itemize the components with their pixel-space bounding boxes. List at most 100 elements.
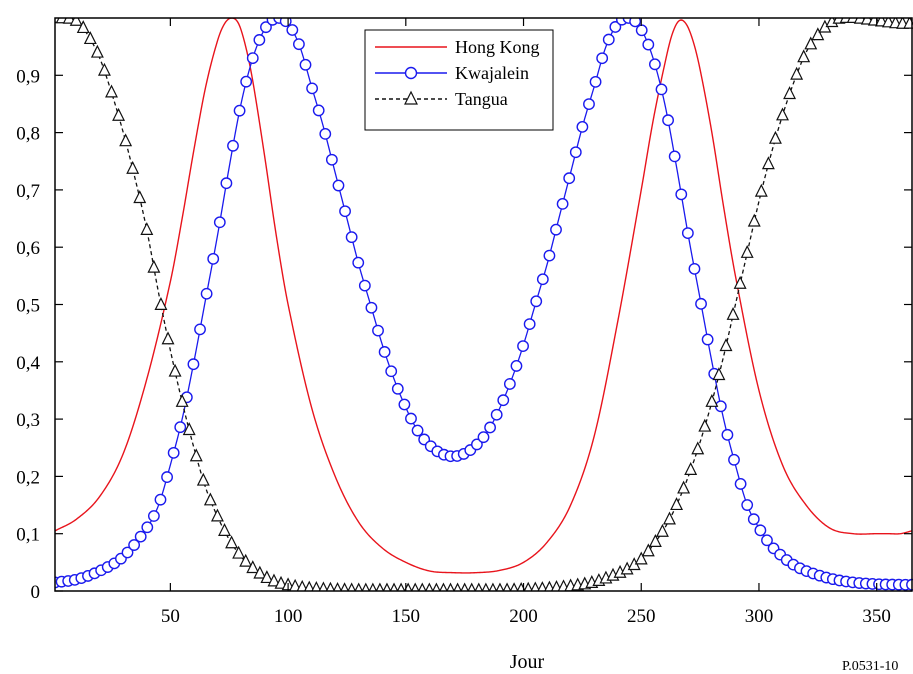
data-point xyxy=(121,546,134,559)
data-point xyxy=(536,273,549,286)
legend-label: Tangua xyxy=(455,89,508,109)
data-point xyxy=(97,62,111,76)
data-point xyxy=(354,582,363,591)
legend-item: Tangua xyxy=(375,89,508,109)
data-point xyxy=(154,297,168,310)
y-tick-label: 0,4 xyxy=(16,353,40,374)
data-point xyxy=(299,58,312,71)
data-point xyxy=(389,582,399,591)
data-point xyxy=(306,82,318,95)
data-point xyxy=(361,582,371,591)
data-point xyxy=(596,52,609,65)
data-point xyxy=(726,306,740,320)
data-point xyxy=(410,582,420,591)
series-line xyxy=(55,18,913,574)
data-point xyxy=(333,581,343,591)
legend-item: Hong Kong xyxy=(375,37,540,57)
data-point xyxy=(488,582,498,591)
data-point xyxy=(649,58,661,71)
data-point xyxy=(642,38,655,51)
data-point xyxy=(712,367,726,381)
data-point xyxy=(83,31,97,45)
data-point xyxy=(325,153,338,166)
data-point xyxy=(189,448,203,462)
data-point xyxy=(325,581,336,591)
series-tangua xyxy=(55,18,913,591)
y-tick-label: 0,3 xyxy=(16,410,40,431)
data-point xyxy=(368,582,378,591)
data-point xyxy=(641,543,655,557)
data-point xyxy=(509,582,519,591)
y-tick-label: 0,2 xyxy=(16,467,40,488)
data-point xyxy=(126,160,140,174)
data-point xyxy=(210,508,224,522)
data-point xyxy=(490,408,503,421)
x-axis-title: Jour xyxy=(510,651,545,673)
x-tick-label: 250 xyxy=(627,606,656,627)
data-point xyxy=(141,521,154,534)
data-point xyxy=(232,545,246,559)
y-tick-label: 0,9 xyxy=(16,66,40,87)
data-point xyxy=(140,222,154,236)
data-point xyxy=(200,287,213,300)
data-point xyxy=(246,52,259,65)
data-point xyxy=(655,83,668,96)
series-hong-kong xyxy=(55,18,913,574)
data-point xyxy=(69,18,83,26)
data-point xyxy=(378,346,391,358)
data-point xyxy=(147,259,161,273)
data-point xyxy=(453,582,462,591)
data-point xyxy=(747,213,761,227)
data-point xyxy=(695,297,707,310)
legend: Hong Kong Kwajalein Tangua xyxy=(364,29,554,131)
data-point xyxy=(332,179,345,192)
data-point xyxy=(365,301,378,314)
data-point xyxy=(134,530,147,543)
y-tick-label: 0,7 xyxy=(16,181,40,202)
data-point xyxy=(239,553,253,567)
data-point xyxy=(484,421,496,434)
data-point xyxy=(668,150,681,163)
data-point xyxy=(253,34,266,46)
data-point xyxy=(182,422,196,436)
series-kwajalein xyxy=(55,18,913,591)
data-point xyxy=(761,156,775,170)
data-point xyxy=(194,323,206,336)
legend-label: Kwajalein xyxy=(455,63,529,83)
data-point xyxy=(418,582,427,591)
data-point xyxy=(460,582,469,591)
data-point xyxy=(583,98,595,110)
data-point xyxy=(167,446,180,459)
data-point xyxy=(382,582,392,591)
data-point xyxy=(698,418,712,432)
ticks-layer xyxy=(55,18,912,592)
y-tick-label: 0,8 xyxy=(16,124,40,145)
data-point xyxy=(375,582,385,591)
data-point xyxy=(154,493,167,506)
data-point xyxy=(225,535,239,549)
data-point xyxy=(576,120,589,133)
data-point xyxy=(246,560,260,574)
data-point xyxy=(677,480,691,494)
data-point xyxy=(411,424,424,437)
data-point xyxy=(352,256,365,269)
series-layer xyxy=(55,18,913,591)
data-point xyxy=(345,231,358,244)
data-point xyxy=(681,227,694,239)
data-point xyxy=(783,86,797,100)
data-point xyxy=(543,249,556,262)
data-point xyxy=(289,578,302,591)
data-point xyxy=(358,279,371,292)
data-point xyxy=(734,478,747,490)
y-tick-label: 0 xyxy=(31,582,41,603)
data-point xyxy=(260,570,274,584)
data-point xyxy=(425,582,434,591)
x-tick-label: 300 xyxy=(745,606,774,627)
data-point xyxy=(523,581,533,591)
data-point xyxy=(497,394,510,407)
data-point xyxy=(267,573,281,587)
data-point xyxy=(147,510,160,522)
data-point xyxy=(296,579,308,591)
data-point xyxy=(319,127,332,140)
